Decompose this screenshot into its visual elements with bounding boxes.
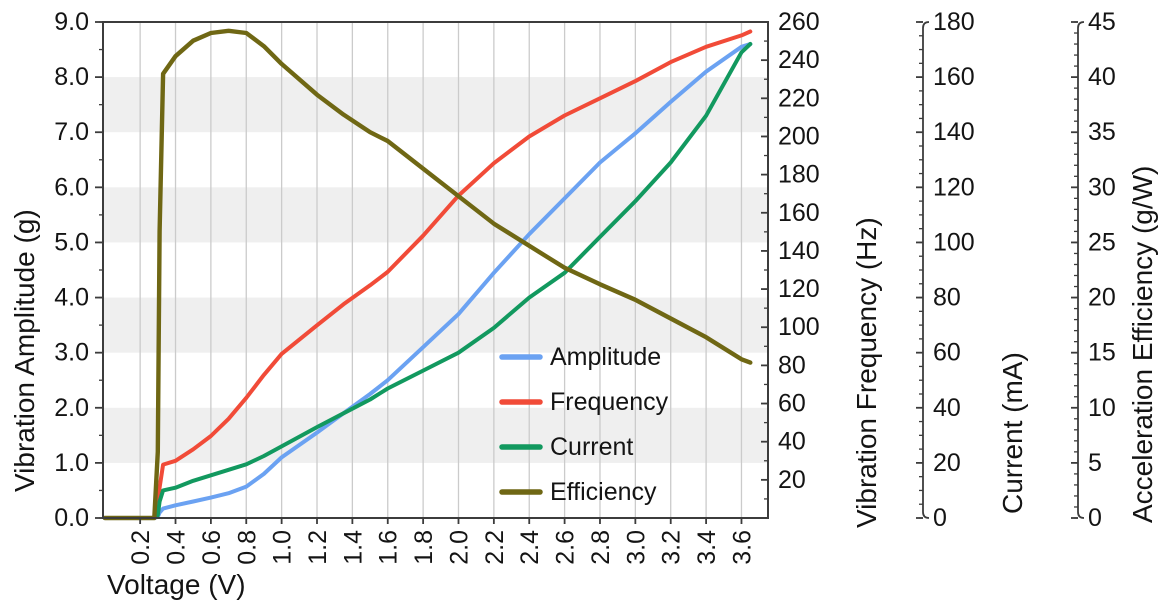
- x-tick-label: 3.2: [658, 530, 686, 565]
- current-tick-label: 120: [933, 173, 975, 201]
- x-tick-label: 1.2: [304, 530, 332, 565]
- amplitude-tick-label: 8.0: [54, 63, 89, 91]
- current-tick-label: 180: [933, 8, 975, 36]
- frequency-tick-label: 20: [778, 466, 806, 494]
- current-tick-label: 60: [933, 339, 961, 367]
- current-tick-label: 160: [933, 63, 975, 91]
- x-tick-label: 0.6: [198, 530, 226, 565]
- x-tick-label: 1.0: [269, 530, 297, 565]
- x-tick-label: 2.0: [445, 530, 473, 565]
- plot-band: [103, 187, 768, 243]
- axis-line-efficiency: [1077, 21, 1085, 519]
- x-tick-label: 1.6: [375, 530, 403, 565]
- efficiency-tick-label: 10: [1088, 394, 1116, 422]
- frequency-tick-label: 40: [778, 428, 806, 456]
- frequency-tick-label: 160: [778, 199, 820, 227]
- series-line-frequency: [102, 29, 753, 520]
- frequency-tick-label: 100: [778, 313, 820, 341]
- x-tick-label: 0.4: [163, 530, 191, 565]
- x-tick-label: 2.8: [587, 530, 615, 565]
- x-tick-label: 1.8: [410, 530, 438, 565]
- y-axis-title-efficiency: Acceleration Efficiency (g/W): [1127, 166, 1158, 523]
- efficiency-tick-label: 45: [1088, 8, 1116, 36]
- y-axis-title-amplitude: Vibration Amplitude (g): [9, 209, 40, 492]
- legend-label-efficiency: Efficiency: [550, 478, 657, 506]
- x-tick-label: 3.0: [622, 530, 650, 565]
- x-tick-label: 1.4: [339, 530, 367, 565]
- plot-band: [103, 407, 768, 463]
- frequency-tick-label: 240: [778, 46, 820, 74]
- efficiency-tick-label: 25: [1088, 228, 1116, 256]
- legend-label-amplitude: Amplitude: [550, 343, 661, 371]
- amplitude-tick-label: 0.0: [54, 504, 89, 532]
- frequency-tick-label: 120: [778, 275, 820, 303]
- amplitude-tick-label: 9.0: [54, 8, 89, 36]
- efficiency-tick-label: 5: [1088, 449, 1102, 477]
- amplitude-tick-label: 3.0: [54, 339, 89, 367]
- frequency-tick-label: 220: [778, 84, 820, 112]
- legend-label-current: Current: [550, 433, 633, 461]
- efficiency-tick-label: 15: [1088, 339, 1116, 367]
- current-tick-label: 100: [933, 228, 975, 256]
- series-line-current: [102, 42, 753, 520]
- efficiency-tick-label: 20: [1088, 284, 1116, 312]
- y-axis-title-frequency: Vibration Frequency (Hz): [851, 217, 882, 528]
- efficiency-tick-label: 35: [1088, 118, 1116, 146]
- frequency-tick-label: 180: [778, 161, 820, 189]
- series-line-efficiency: [102, 28, 753, 521]
- x-axis-title: Voltage (V): [107, 569, 246, 600]
- x-tick-label: 3.4: [693, 530, 721, 565]
- x-tick-label: 2.2: [481, 530, 509, 565]
- frequency-tick-label: 80: [778, 351, 806, 379]
- current-tick-label: 140: [933, 118, 975, 146]
- legend-label-frequency: Frequency: [550, 388, 669, 416]
- efficiency-tick-label: 0: [1088, 504, 1102, 532]
- frequency-tick-label: 260: [778, 8, 820, 36]
- x-tick-label: 3.6: [728, 530, 756, 565]
- current-tick-label: 0: [933, 504, 947, 532]
- x-tick-label: 2.4: [516, 530, 544, 565]
- frequency-tick-label: 200: [778, 122, 820, 150]
- amplitude-tick-label: 1.0: [54, 449, 89, 477]
- amplitude-tick-label: 6.0: [54, 173, 89, 201]
- amplitude-tick-label: 7.0: [54, 118, 89, 146]
- efficiency-tick-label: 30: [1088, 173, 1116, 201]
- frequency-tick-label: 60: [778, 390, 806, 418]
- current-tick-label: 80: [933, 284, 961, 312]
- frequency-tick-label: 140: [778, 237, 820, 265]
- x-tick-label: 0.2: [127, 530, 155, 565]
- amplitude-tick-label: 4.0: [54, 284, 89, 312]
- efficiency-tick-label: 40: [1088, 63, 1116, 91]
- y-axis-title-current: Current (mA): [997, 352, 1028, 514]
- plot-band: [103, 77, 768, 133]
- x-tick-label: 2.6: [552, 530, 580, 565]
- axis-line-current: [922, 21, 930, 519]
- plot-band: [103, 297, 768, 353]
- amplitude-tick-label: 2.0: [54, 394, 89, 422]
- x-tick-label: 0.8: [233, 530, 261, 565]
- current-tick-label: 40: [933, 394, 961, 422]
- current-tick-label: 20: [933, 449, 961, 477]
- amplitude-tick-label: 5.0: [54, 228, 89, 256]
